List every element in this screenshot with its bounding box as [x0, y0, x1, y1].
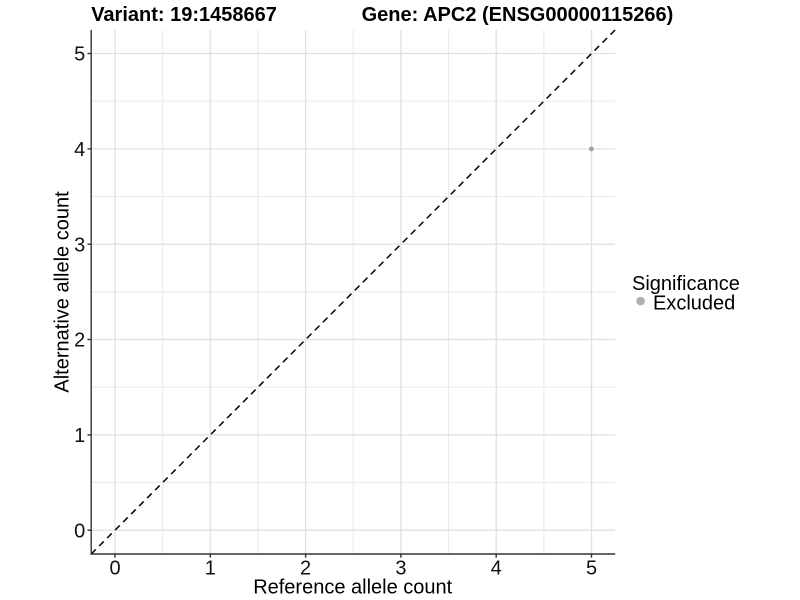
svg-text:0: 0: [74, 520, 85, 542]
svg-text:3: 3: [74, 234, 85, 256]
svg-text:5: 5: [586, 557, 597, 579]
svg-text:1: 1: [205, 557, 216, 579]
svg-text:Significance: Significance: [632, 273, 740, 295]
svg-text:3: 3: [395, 557, 406, 579]
svg-text:4: 4: [491, 557, 502, 579]
svg-text:Excluded: Excluded: [653, 292, 735, 314]
svg-text:4: 4: [74, 139, 85, 161]
svg-text:Reference allele count: Reference allele count: [253, 577, 452, 599]
svg-text:Alternative allele count: Alternative allele count: [51, 191, 73, 393]
svg-text:Variant: 19:1458667: Variant: 19:1458667: [91, 4, 277, 26]
svg-text:5: 5: [74, 44, 85, 66]
svg-text:2: 2: [74, 330, 85, 352]
svg-text:0: 0: [109, 557, 120, 579]
svg-text:2: 2: [300, 557, 311, 579]
svg-text:Gene: APC2 (ENSG00000115266): Gene: APC2 (ENSG00000115266): [362, 4, 674, 26]
svg-text:1: 1: [74, 425, 85, 447]
